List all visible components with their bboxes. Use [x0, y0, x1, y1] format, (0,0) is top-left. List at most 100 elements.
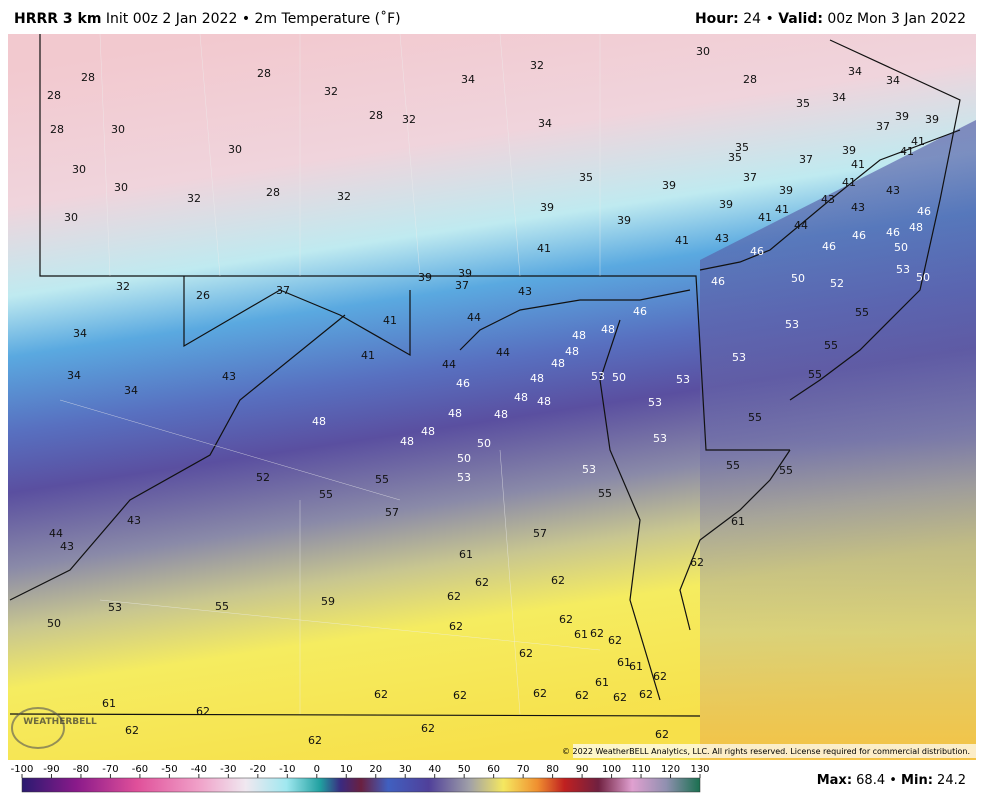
- valid-label: Valid:: [778, 11, 823, 27]
- temperature-label: 48: [494, 408, 508, 421]
- temperature-label: 32: [402, 113, 416, 126]
- temperature-label: 62: [421, 722, 435, 735]
- colorbar-tick-label: -40: [191, 764, 207, 775]
- temperature-label: 52: [256, 471, 270, 484]
- temperature-label: 37: [455, 279, 469, 292]
- temperature-label: 35: [735, 141, 749, 154]
- temperature-label: 48: [601, 323, 615, 336]
- temperature-label: 43: [715, 232, 729, 245]
- colorbar-tick-label: 120: [661, 764, 680, 775]
- temperature-label: 62: [551, 574, 565, 587]
- temperature-label: 62: [196, 705, 210, 718]
- ocean-field: [700, 120, 976, 760]
- colorbar-tick-label: 40: [428, 764, 441, 775]
- copyright-bg: [573, 744, 976, 758]
- temperature-label: 34: [886, 74, 900, 87]
- temperature-label: 53: [732, 351, 746, 364]
- min-label: Min:: [901, 773, 933, 788]
- temperature-label: 53: [653, 432, 667, 445]
- temperature-label: 48: [565, 345, 579, 358]
- temperature-label: 48: [514, 391, 528, 404]
- colorbar-tick-label: -70: [102, 764, 118, 775]
- temperature-label: 39: [662, 179, 676, 192]
- logo-swirl: [11, 707, 65, 749]
- logo: WEATHERBELL: [23, 717, 97, 727]
- temperature-label: 53: [648, 396, 662, 409]
- temperature-label: 26: [196, 289, 210, 302]
- colorbar-tick-label: -90: [43, 764, 59, 775]
- model: HRRR 3 km: [14, 11, 101, 27]
- temperature-label: 62: [453, 689, 467, 702]
- temperature-label: 39: [779, 184, 793, 197]
- colorbar-tick-label: 100: [602, 764, 621, 775]
- temperature-label: 62: [590, 627, 604, 640]
- temperature-label: 48: [400, 435, 414, 448]
- temperature-label: 32: [324, 85, 338, 98]
- temperature-label: 48: [909, 221, 923, 234]
- temperature-label: 50: [894, 241, 908, 254]
- colorbar-tick-label: -20: [250, 764, 266, 775]
- temperature-label: 55: [855, 306, 869, 319]
- temperature-label: 37: [276, 284, 290, 297]
- temperature-label: 34: [538, 117, 552, 130]
- temperature-label: 53: [457, 471, 471, 484]
- temperature-label: 28: [50, 123, 64, 136]
- temperature-label: 34: [832, 91, 846, 104]
- temperature-label: 62: [533, 687, 547, 700]
- temperature-label: 61: [595, 676, 609, 689]
- temperature-label: 62: [608, 634, 622, 647]
- copyright: © 2022 WeatherBELL Analytics, LLC. All r…: [562, 747, 970, 756]
- colorbar-ticks: -100 -90 -80 -70 -60 -50 -40 -30 -20 -10 0 10 20 30 40…: [11, 764, 710, 778]
- hour-label: Hour:: [695, 11, 739, 27]
- temperature-label: 46: [750, 245, 764, 258]
- colorbar-tick-label: 20: [369, 764, 382, 775]
- temperature-label: 50: [916, 271, 930, 284]
- colorbar-tick-label: 30: [399, 764, 412, 775]
- temperature-label: 48: [421, 425, 435, 438]
- temperature-label: 43: [60, 540, 74, 553]
- temperature-label: 62: [449, 620, 463, 633]
- temperature-label: 62: [653, 670, 667, 683]
- temperature-label: 28: [266, 186, 280, 199]
- colorbar-tick-label: -30: [220, 764, 236, 775]
- temperature-label: 41: [851, 158, 865, 171]
- temperature-label: 28: [257, 67, 271, 80]
- temperature-label: 50: [477, 437, 491, 450]
- header-bar: [0, 0, 984, 34]
- header-right: Hour: 24 • Valid: 00z Mon 3 Jan 2022: [695, 11, 966, 27]
- temperature-label: 50: [47, 617, 61, 630]
- temperature-label: 28: [743, 73, 757, 86]
- temperature-label: 30: [64, 211, 78, 224]
- temperature-label: 55: [808, 368, 822, 381]
- min: 24.2: [937, 773, 966, 788]
- temperature-label: 30: [72, 163, 86, 176]
- temperature-label: 43: [222, 370, 236, 383]
- temperature-label: 41: [383, 314, 397, 327]
- temperature-label: 46: [633, 305, 647, 318]
- temperature-label: 44: [442, 358, 456, 371]
- temperature-label: 61: [102, 697, 116, 710]
- temperature-label: 39: [719, 198, 733, 211]
- temperature-label: 48: [312, 415, 326, 428]
- temperature-label: 53: [582, 463, 596, 476]
- temperature-label: 32: [116, 280, 130, 293]
- temperature-label: 43: [821, 193, 835, 206]
- temperature-label: 41: [361, 349, 375, 362]
- temperature-label: 57: [385, 506, 399, 519]
- colorbar-tick-label: 80: [546, 764, 559, 775]
- temperature-label: 62: [475, 576, 489, 589]
- temperature-label: 30: [114, 181, 128, 194]
- temperature-label: 53: [676, 373, 690, 386]
- temperature-label: 53: [108, 601, 122, 614]
- county-lines: [59, 33, 601, 715]
- temperature-label: 55: [375, 473, 389, 486]
- temperature-label: 39: [842, 144, 856, 157]
- temperature-label: 46: [456, 377, 470, 390]
- temperature-label: 62: [374, 688, 388, 701]
- temperature-label: 41: [758, 211, 772, 224]
- temperature-label: 39: [925, 113, 939, 126]
- colorbar-tick-label: 70: [517, 764, 530, 775]
- temperature-label: 46: [822, 240, 836, 253]
- temperature-label: 53: [896, 263, 910, 276]
- temperature-label: 44: [496, 346, 510, 359]
